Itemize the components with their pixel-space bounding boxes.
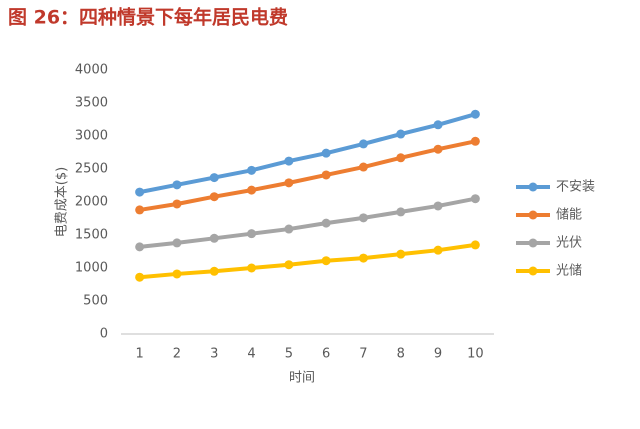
y-tick-label: 1500 bbox=[75, 228, 108, 243]
point bbox=[284, 224, 294, 234]
point bbox=[396, 153, 406, 163]
point bbox=[321, 256, 331, 266]
series-line bbox=[139, 242, 476, 280]
point bbox=[321, 148, 331, 158]
point bbox=[470, 194, 480, 204]
point bbox=[358, 213, 368, 223]
point bbox=[433, 201, 443, 211]
legend-label: 光储 bbox=[556, 264, 582, 279]
x-tick-label: 10 bbox=[467, 347, 484, 362]
point bbox=[209, 266, 219, 276]
point bbox=[470, 109, 480, 119]
point bbox=[135, 242, 145, 252]
x-axis-label: 时间 bbox=[289, 371, 315, 386]
point bbox=[470, 240, 480, 250]
y-tick-label: 2000 bbox=[75, 195, 108, 210]
y-tick-label: 3000 bbox=[75, 129, 108, 144]
x-tick-label: 1 bbox=[136, 347, 144, 362]
x-tick-label: 3 bbox=[210, 347, 218, 362]
y-tick-label: 2500 bbox=[75, 162, 108, 177]
point bbox=[433, 144, 443, 154]
point bbox=[284, 178, 294, 188]
x-tick-label: 8 bbox=[397, 347, 405, 362]
point bbox=[172, 238, 182, 248]
point bbox=[172, 269, 182, 279]
x-tick-label: 7 bbox=[359, 347, 367, 362]
legend-label: 光伏 bbox=[556, 236, 582, 251]
y-axis-label: 电费成本($) bbox=[55, 167, 70, 237]
point bbox=[284, 156, 294, 166]
point bbox=[135, 187, 145, 197]
legend-marker bbox=[528, 238, 538, 248]
legend-marker bbox=[528, 266, 538, 276]
point bbox=[247, 165, 257, 175]
point bbox=[284, 260, 294, 270]
legend-marker bbox=[528, 210, 538, 220]
x-tick-label: 4 bbox=[247, 347, 255, 362]
point bbox=[247, 263, 257, 273]
point bbox=[172, 199, 182, 209]
legend-marker bbox=[528, 182, 538, 192]
point bbox=[396, 129, 406, 139]
point bbox=[396, 207, 406, 217]
y-tick-label: 1000 bbox=[75, 261, 108, 276]
series-line bbox=[139, 196, 476, 249]
point bbox=[209, 233, 219, 243]
legend-label: 储能 bbox=[556, 208, 582, 223]
point bbox=[433, 120, 443, 130]
point bbox=[135, 272, 145, 282]
point bbox=[433, 245, 443, 255]
point bbox=[172, 180, 182, 190]
series-line bbox=[139, 139, 476, 212]
series-line bbox=[139, 112, 476, 195]
point bbox=[358, 253, 368, 263]
point bbox=[247, 185, 257, 195]
point bbox=[470, 136, 480, 146]
point bbox=[247, 229, 257, 239]
point bbox=[209, 192, 219, 202]
x-tick-label: 9 bbox=[434, 347, 442, 362]
legend-label: 不安装 bbox=[556, 180, 595, 195]
point bbox=[209, 173, 219, 183]
y-tick-label: 4000 bbox=[75, 63, 108, 78]
point bbox=[358, 139, 368, 149]
chart-title: 图 26：四种情景下每年居民电费 bbox=[8, 6, 288, 29]
point bbox=[321, 170, 331, 180]
point bbox=[396, 249, 406, 259]
y-tick-label: 0 bbox=[100, 327, 108, 342]
x-tick-label: 2 bbox=[173, 347, 181, 362]
y-tick-label: 500 bbox=[83, 294, 108, 309]
point bbox=[358, 162, 368, 172]
point bbox=[135, 205, 145, 215]
x-tick-label: 6 bbox=[322, 347, 330, 362]
point bbox=[321, 218, 331, 228]
y-tick-label: 3500 bbox=[75, 96, 108, 111]
x-tick-label: 5 bbox=[285, 347, 293, 362]
